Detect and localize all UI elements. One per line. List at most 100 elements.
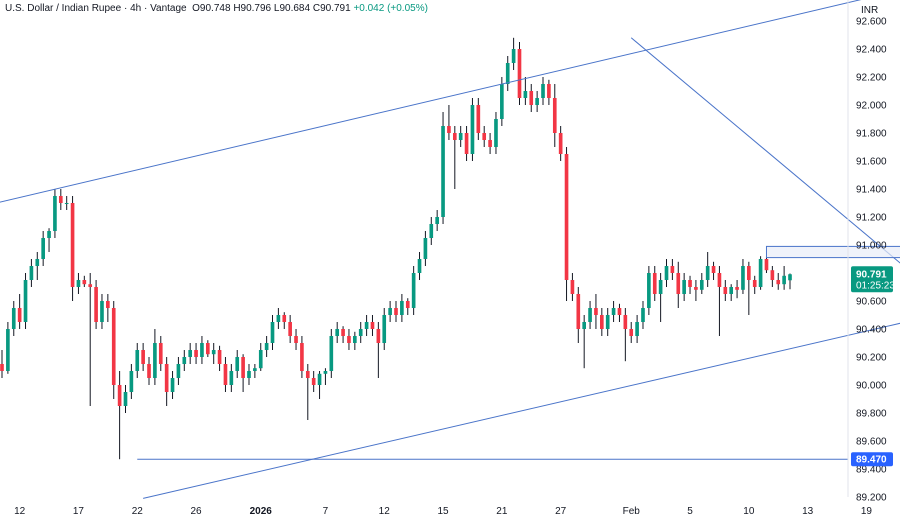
candle-body (505, 63, 510, 84)
candle (188, 343, 193, 364)
candle (311, 371, 316, 392)
candle-body (123, 392, 128, 406)
candle-body (629, 329, 634, 336)
symbol-name: U.S. Dollar / Indian Rupee (5, 3, 122, 14)
candle (452, 126, 457, 189)
candle-body (41, 238, 45, 259)
price-tick-label: 89.800 (856, 409, 887, 420)
candle-body (76, 280, 81, 287)
candle (523, 77, 528, 105)
candle-body (382, 315, 387, 343)
candle (741, 259, 745, 294)
time-tick-label: Feb (623, 506, 641, 517)
candle-countdown: 01:25:23 (856, 280, 895, 291)
candle-body (470, 105, 475, 154)
candle-body (517, 49, 522, 98)
candle-body (300, 343, 304, 371)
time-tick-label: 17 (73, 506, 85, 517)
candle-body (23, 280, 28, 322)
candle-body (764, 259, 769, 271)
candle (429, 217, 434, 245)
candle (470, 98, 475, 161)
candle (58, 189, 63, 210)
time-tick-label: 7 (323, 506, 329, 517)
candle-body (311, 378, 316, 385)
time-tick-label: 21 (496, 506, 508, 517)
candle-body (699, 280, 704, 290)
candle (300, 336, 304, 378)
ohlc-low: L90.684 (273, 3, 311, 14)
candle-body (323, 371, 328, 374)
candle (788, 273, 792, 290)
candle-body (758, 259, 763, 287)
candle (76, 273, 81, 294)
candle-body (729, 287, 734, 294)
candle (605, 308, 610, 336)
candle-body (135, 350, 140, 371)
price-tick-label: 91.800 (856, 129, 887, 140)
candle-body (417, 259, 422, 273)
candle (229, 364, 234, 392)
candle (70, 196, 75, 301)
candle-body (235, 357, 240, 371)
candle-body (353, 336, 357, 343)
candle (241, 354, 245, 392)
candle (247, 364, 251, 385)
candle-body (576, 294, 581, 329)
price-tick-label: 91.000 (856, 241, 887, 252)
candle-body (670, 266, 675, 273)
candle (400, 294, 404, 322)
candle-body (341, 329, 345, 336)
candle-body (464, 133, 469, 154)
candle (699, 273, 704, 294)
candle (611, 301, 616, 322)
time-tick-label: 10 (743, 506, 755, 517)
candle (676, 261, 681, 308)
candle (582, 315, 587, 369)
candle (158, 336, 163, 371)
candle (411, 266, 416, 315)
candle (776, 273, 781, 290)
candle (670, 259, 675, 280)
candle-body (429, 224, 434, 238)
candle (235, 350, 240, 378)
price-tick-label: 92.000 (856, 101, 887, 112)
candle (41, 231, 45, 266)
candle (47, 228, 51, 252)
candle (258, 343, 263, 371)
candle-body (364, 322, 369, 329)
candle-body (694, 287, 698, 290)
candle (552, 84, 557, 147)
candle-body (153, 343, 157, 378)
time-tick-label: 22 (132, 506, 144, 517)
candle-body (11, 308, 16, 329)
candle (494, 112, 498, 154)
candle (276, 308, 281, 329)
candle-body (605, 315, 610, 329)
candle-body (17, 308, 22, 322)
candle (476, 98, 481, 140)
candle (141, 343, 145, 371)
time-axis[interactable]: 12 17 22 26 2026 7 12 15 21 27 Feb 5 10 13 19 (14, 506, 872, 517)
price-tick-label: 91.200 (856, 213, 887, 224)
candle (388, 301, 392, 322)
candle (23, 273, 28, 329)
candle-body (29, 266, 34, 280)
candle-body (176, 364, 181, 378)
time-tick-label: 12 (14, 506, 26, 517)
candle-body (788, 274, 792, 281)
ohlc-change: +0.042 (+0.05%) (353, 3, 428, 14)
candle-body (447, 126, 451, 133)
candle (53, 189, 57, 238)
candle (205, 340, 210, 357)
price-tick-label: 92.400 (856, 45, 887, 56)
candle-body (541, 84, 545, 98)
candle (635, 315, 639, 343)
candle (106, 294, 110, 322)
candle (641, 301, 645, 329)
candle-body (482, 133, 487, 140)
candle-body (623, 315, 628, 329)
price-axis[interactable]: 92.600 92.400 92.200 92.000 91.800 91.600 91.4… (856, 17, 887, 504)
candle (64, 196, 69, 210)
